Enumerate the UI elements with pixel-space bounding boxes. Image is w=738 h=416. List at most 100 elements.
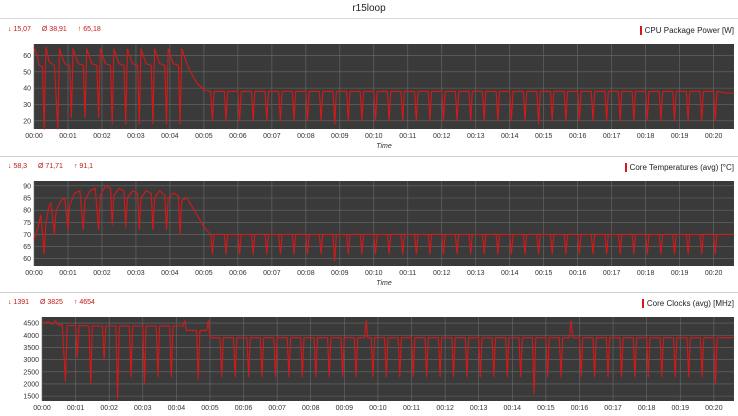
x-tick-label: 00:18	[637, 270, 655, 277]
x-tick-label: 00:07	[268, 405, 286, 412]
y-tick-label: 4000	[23, 333, 39, 340]
x-tick-label: 00:02	[93, 270, 111, 277]
y-tick-label: 65	[23, 244, 31, 251]
x-tick-label: 00:13	[467, 133, 485, 140]
series-line	[33, 185, 734, 262]
y-tick-label: 3500	[23, 345, 39, 352]
x-tick-label: 00:01	[59, 270, 77, 277]
x-tick-label: 00:09	[331, 133, 349, 140]
x-tick-label: 00:18	[637, 133, 655, 140]
x-tick-label: 00:12	[433, 270, 451, 277]
plot-area	[34, 44, 734, 129]
x-tick-label: 00:11	[399, 133, 416, 140]
stat-avg: Ø 38,91	[41, 26, 67, 33]
clock-chart: 1500 2000 2500 3000 3500 4000 4500 00:00 00:01 00…	[23, 317, 734, 412]
y-tick-label: 20	[23, 118, 31, 125]
x-axis-label: Time	[376, 280, 392, 287]
y-tick-label: 85	[23, 196, 31, 203]
x-tick-label: 00:19	[671, 405, 689, 412]
y-tick-label: 80	[23, 208, 31, 215]
stat-avg: Ø 71,71	[38, 163, 63, 170]
x-tick-label: 00:18	[638, 405, 656, 412]
stat-avg: Ø 3825	[39, 299, 63, 306]
page-title: r15loop	[0, 0, 738, 19]
y-tick-label: 30	[23, 102, 31, 109]
power-metric-label: CPU Package Power [W]	[639, 26, 734, 35]
y-tick-label: 1500	[23, 394, 39, 401]
x-tick-label: 00:08	[297, 133, 315, 140]
x-tick-label: 00:00	[33, 405, 51, 412]
x-tick-label: 00:15	[535, 133, 553, 140]
x-tick-label: 00:01	[59, 133, 77, 140]
y-tick-label: 4500	[23, 321, 39, 328]
panel-divider	[0, 156, 738, 157]
plot-area	[34, 181, 734, 266]
stat-min: ↓ 15,07	[8, 26, 31, 33]
stat-min: ↓ 58,3	[8, 163, 28, 170]
stat-max: ↑ 65,18	[77, 26, 101, 33]
x-tick-label: 00:00	[25, 133, 43, 140]
x-tick-label: 00:10	[365, 270, 383, 277]
x-tick-label: 00:14	[504, 405, 522, 412]
x-tick-label: 00:17	[603, 133, 621, 140]
x-tick-label: 00:08	[302, 405, 320, 412]
y-tick-label: 90	[23, 183, 31, 190]
panel-divider	[0, 292, 738, 293]
power-chart: 20 30 40 50 60 00:00 00:01 00:02 00:03 00:04 00:05…	[23, 44, 734, 150]
x-tick-label: 00:13	[470, 405, 488, 412]
temp-metric-label: Core Temperatures (avg) [°C]	[624, 163, 734, 172]
x-tick-label: 00:02	[100, 405, 118, 412]
x-tick-label: 00:03	[134, 405, 152, 412]
x-tick-label: 00:05	[201, 405, 219, 412]
y-tick-label: 50	[23, 69, 31, 76]
x-tick-label: 00:02	[93, 133, 111, 140]
x-tick-label: 00:19	[671, 133, 689, 140]
y-tick-label: 40	[23, 86, 31, 93]
x-tick-label: 00:14	[501, 270, 519, 277]
x-tick-label: 00:15	[535, 270, 553, 277]
stat-max: ↑ 91,1	[73, 163, 93, 170]
x-tick-label: 00:09	[331, 270, 349, 277]
x-tick-label: 00:06	[229, 270, 247, 277]
y-tick-label: 2500	[23, 369, 39, 376]
x-tick-label: 00:09	[336, 405, 354, 412]
x-tick-label: 00:17	[604, 405, 622, 412]
stat-max: ↑ 4654	[73, 299, 95, 306]
series-line	[33, 46, 734, 130]
x-tick-label: 00:10	[369, 405, 387, 412]
y-tick-label: 3000	[23, 357, 39, 364]
x-tick-label: 00:03	[127, 133, 145, 140]
x-tick-label: 00:04	[161, 133, 179, 140]
x-tick-label: 00:17	[603, 270, 621, 277]
stat-min: ↓ 1391	[8, 299, 30, 306]
x-tick-label: 00:00	[25, 270, 43, 277]
x-tick-label: 00:11	[403, 405, 420, 412]
clock-stats: ↓ 1391 Ø 3825 ↑ 4654	[8, 299, 104, 306]
x-tick-label: 00:19	[671, 270, 689, 277]
x-tick-label: 00:05	[195, 270, 213, 277]
x-tick-label: 00:10	[365, 133, 383, 140]
temperature-chart: 60 65 70 75 80 85 90 00:00 00:01 00:02 00:03 00:04 0…	[23, 181, 734, 287]
series-line	[41, 320, 734, 400]
x-tick-label: 00:01	[67, 405, 85, 412]
x-tick-label: 00:14	[501, 133, 519, 140]
x-tick-label: 00:16	[569, 133, 587, 140]
x-tick-label: 00:13	[467, 270, 485, 277]
x-tick-label: 00:15	[537, 405, 555, 412]
y-tick-label: 70	[23, 232, 31, 239]
x-tick-label: 00:07	[263, 270, 281, 277]
power-stats: ↓ 15,07 Ø 38,91 ↑ 65,18	[8, 26, 110, 33]
x-tick-label: 00:03	[127, 270, 145, 277]
x-tick-label: 00:04	[161, 270, 179, 277]
x-tick-label: 00:16	[569, 270, 587, 277]
x-tick-label: 00:20	[705, 405, 723, 412]
x-tick-label: 00:06	[229, 133, 247, 140]
x-tick-label: 00:06	[235, 405, 253, 412]
x-axis-label: Time	[376, 143, 392, 150]
y-tick-label: 2000	[23, 381, 39, 388]
clock-metric-label: Core Clocks (avg) [MHz]	[641, 299, 734, 308]
y-tick-label: 60	[23, 53, 31, 60]
y-tick-label: 75	[23, 220, 31, 227]
x-tick-label: 00:08	[297, 270, 315, 277]
y-tick-label: 60	[23, 256, 31, 263]
